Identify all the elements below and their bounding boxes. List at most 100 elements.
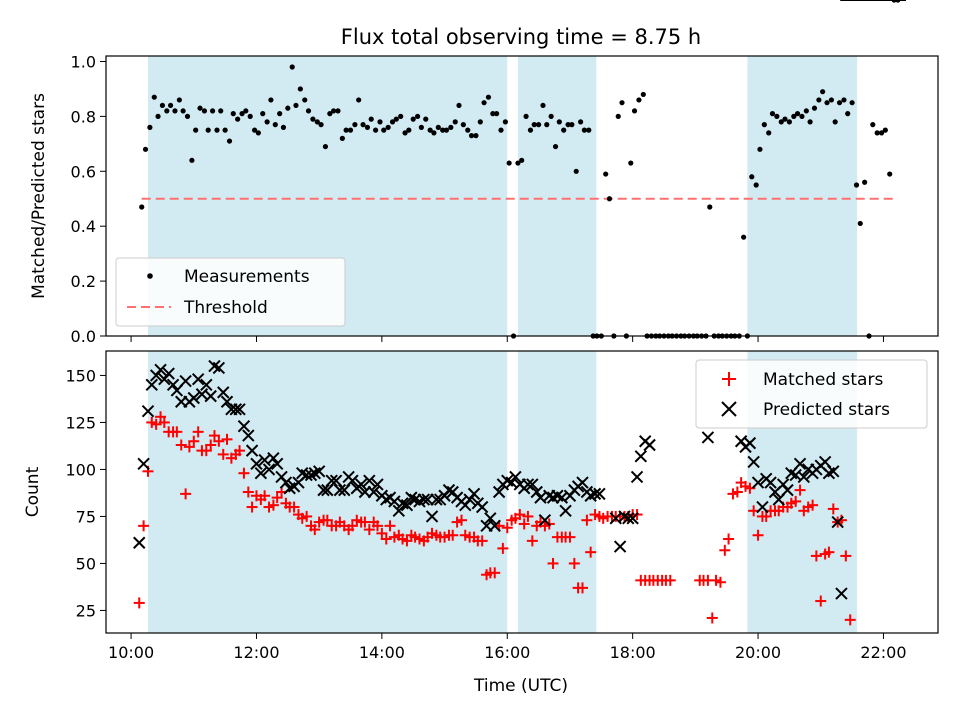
top-y-tick-label: 1.0 xyxy=(71,52,96,71)
measurement-point xyxy=(398,113,404,119)
legend-measurements-marker xyxy=(147,273,153,279)
measurement-point xyxy=(540,102,546,109)
measurement-point xyxy=(297,86,303,92)
matched-star-point xyxy=(301,510,313,522)
measurement-point xyxy=(314,119,320,125)
measurement-point xyxy=(561,127,567,133)
measurement-point xyxy=(302,97,308,103)
measurement-point xyxy=(544,122,550,128)
measurement-point xyxy=(578,119,584,125)
measurement-point xyxy=(377,119,383,125)
measurement-point xyxy=(853,182,860,188)
measurement-points xyxy=(139,0,901,339)
measurement-point xyxy=(628,160,634,166)
matched-star-point xyxy=(719,544,731,556)
measurement-point xyxy=(606,196,613,202)
measurement-point xyxy=(615,113,621,119)
top-y-tick-label: 0.4 xyxy=(71,217,96,236)
measurement-point xyxy=(272,122,278,128)
matched-star-point xyxy=(664,574,676,586)
measurement-point xyxy=(205,127,211,133)
measurement-point xyxy=(581,127,587,133)
legend-predicted-marker xyxy=(721,401,737,417)
matched-star-point xyxy=(183,441,195,453)
measurement-point xyxy=(778,119,784,125)
predicted-star-point xyxy=(233,403,246,416)
predicted-star-point xyxy=(245,444,259,457)
matched-star-point xyxy=(810,550,822,562)
measurement-point xyxy=(285,105,291,111)
x-tick-label: 16:00 xyxy=(484,643,530,662)
predicted-star-point xyxy=(576,476,589,489)
measurement-point xyxy=(473,133,479,139)
bottom-y-tick-label: 25 xyxy=(76,601,96,620)
matched-star-point xyxy=(384,520,396,532)
measurement-point xyxy=(707,204,713,210)
measurement-point xyxy=(209,108,216,114)
measurement-point xyxy=(448,124,454,130)
measurement-point xyxy=(460,122,466,128)
matched-star-point xyxy=(835,514,847,526)
x-tick-label: 14:00 xyxy=(359,643,405,662)
measurement-point xyxy=(381,127,387,133)
matched-stars-points xyxy=(133,0,902,626)
matched-star-point xyxy=(192,426,204,438)
matched-star-point xyxy=(581,514,593,526)
measurement-point xyxy=(431,130,437,136)
matched-star-point xyxy=(234,445,246,457)
measurement-point xyxy=(468,133,475,139)
bottom-plot-frame xyxy=(105,350,939,634)
measurement-point xyxy=(172,108,178,114)
measurement-point xyxy=(586,127,592,133)
measurement-point xyxy=(167,102,174,109)
matched-star-point xyxy=(568,557,580,569)
predicted-star-point xyxy=(133,536,146,549)
measurement-point xyxy=(761,122,767,128)
matched-star-point xyxy=(309,524,321,536)
measurement-point xyxy=(260,111,266,117)
matched-star-point xyxy=(807,499,819,511)
predicted-star-point xyxy=(400,498,414,512)
legend-matched-marker xyxy=(722,372,736,386)
measurement-point xyxy=(531,122,537,128)
predicted-star-point xyxy=(333,483,347,497)
measurement-point xyxy=(343,127,349,133)
matched-star-point xyxy=(840,550,852,562)
shaded-interval-2 xyxy=(517,56,597,336)
matched-star-point xyxy=(489,567,501,579)
shaded-interval-3 xyxy=(747,56,858,336)
measurement-point xyxy=(452,119,458,125)
matched-star-point xyxy=(133,597,145,609)
matched-star-point xyxy=(714,576,726,588)
matched-star-point xyxy=(213,435,225,447)
predicted-star-point xyxy=(367,485,380,499)
matched-star-point xyxy=(200,445,212,457)
x-axis-label: Time (UTC) xyxy=(473,676,568,696)
measurement-point xyxy=(631,108,638,114)
predicted-star-point xyxy=(162,367,175,380)
predicted-star-point xyxy=(743,436,757,450)
measurement-point xyxy=(565,122,571,128)
matched-star-point xyxy=(518,518,530,530)
matched-star-point xyxy=(288,501,300,513)
measurement-point xyxy=(151,94,157,100)
predicted-star-point xyxy=(371,478,384,491)
matched-star-point xyxy=(221,433,233,445)
matched-star-point xyxy=(380,533,392,545)
bottom-y-axis-label: Count xyxy=(23,466,43,517)
top-y-tick-label: 0.2 xyxy=(71,272,96,291)
matched-star-point xyxy=(577,582,589,594)
predicted-star-point xyxy=(764,476,777,489)
matched-star-point xyxy=(346,520,358,532)
predicted-star-point xyxy=(751,476,765,489)
matched-star-point xyxy=(844,614,856,626)
matched-star-point xyxy=(321,514,333,526)
legend-predicted-label: Predicted stars xyxy=(763,400,890,420)
measurement-point xyxy=(811,105,818,111)
predicted-star-point xyxy=(346,474,359,487)
matched-star-point xyxy=(401,535,413,547)
matched-star-point xyxy=(827,503,839,515)
predicted-star-point xyxy=(626,512,639,525)
measurement-point xyxy=(816,97,822,103)
measurement-point xyxy=(836,100,843,106)
